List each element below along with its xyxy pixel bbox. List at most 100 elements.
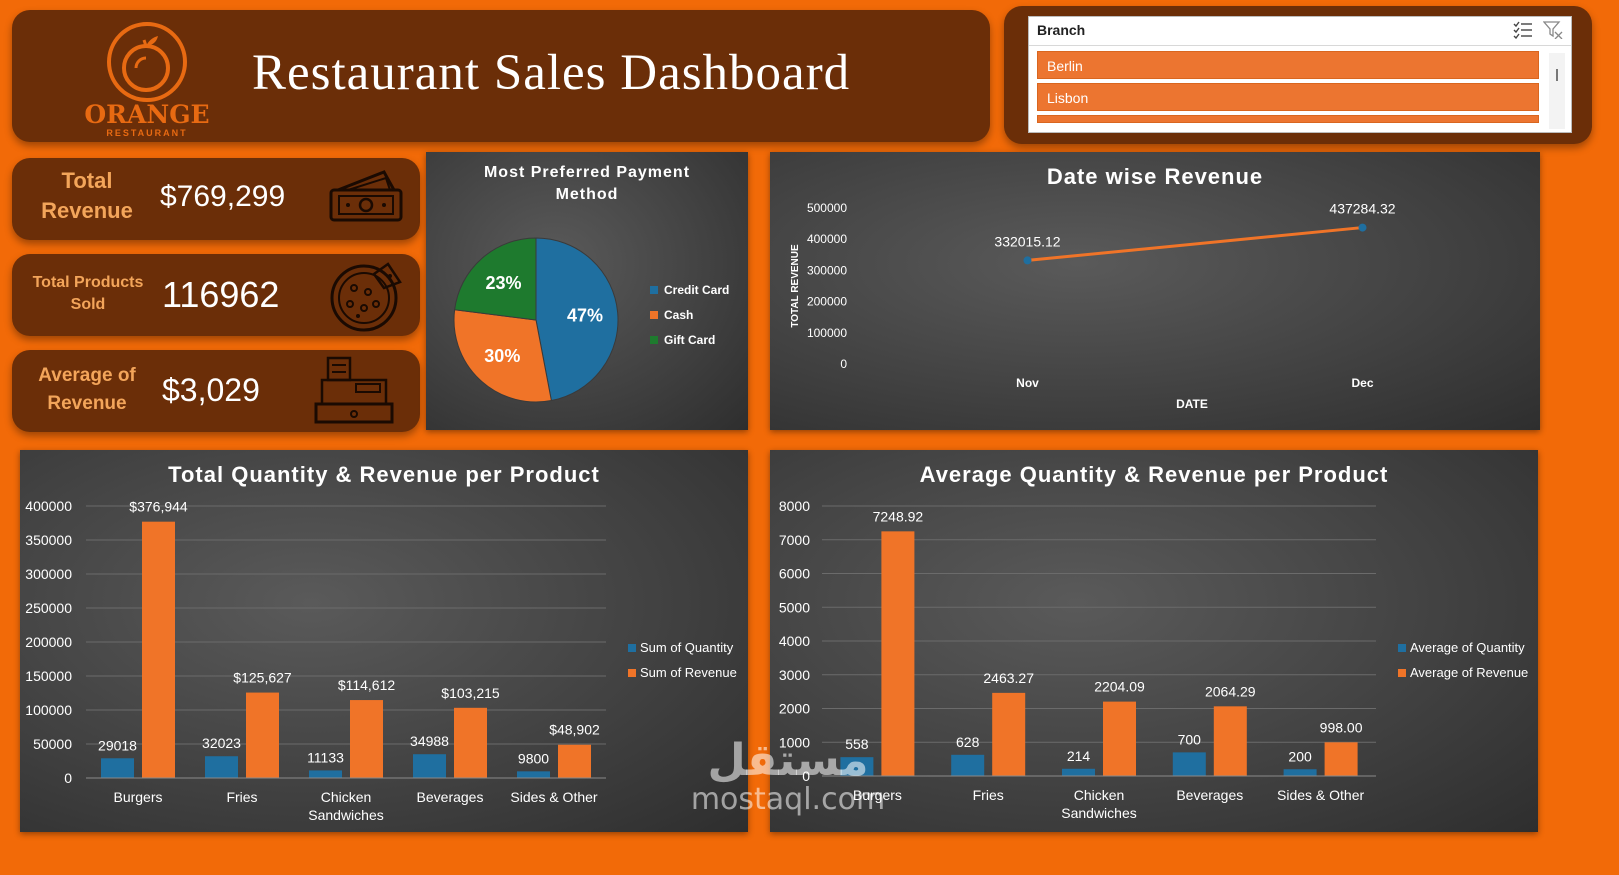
legend-label: Average of Quantity <box>1410 640 1525 655</box>
kpi-total-products: Total Products Sold 116962 <box>12 254 420 336</box>
pie-slice-cash <box>453 309 552 403</box>
bar-sum-of-revenue <box>246 692 279 778</box>
bar-data-label: 2204.09 <box>1094 679 1145 695</box>
pizza-icon <box>330 262 402 332</box>
chart-title: Total Quantity & Revenue per Product <box>168 462 600 487</box>
y-tick-label: 3000 <box>779 667 810 683</box>
bar-average-of-revenue <box>881 531 915 776</box>
legend-swatch <box>628 669 636 677</box>
chart-title: Most Preferred Payment Method <box>483 164 691 203</box>
y-tick-label: 150000 <box>25 668 72 684</box>
scrollbar-thumb[interactable] <box>1556 69 1558 81</box>
slicer-item-berlin[interactable]: Berlin <box>1037 51 1539 79</box>
bar-data-label: 32023 <box>202 735 241 751</box>
bar-average-of-revenue <box>1324 742 1358 776</box>
y-tick-label: 6000 <box>779 566 810 582</box>
line-point <box>1358 223 1367 232</box>
orange-logo-icon <box>107 22 187 102</box>
pie-data-label: 47% <box>567 305 603 325</box>
bar-plot: 0 1000 2000 3000 4000 5000 6000 7000 8000 558 7248… <box>779 498 1528 821</box>
legend-swatch <box>1398 669 1406 677</box>
y-tick-label: 200000 <box>807 295 847 309</box>
multi-select-icon[interactable] <box>1513 21 1533 39</box>
pie-plot: 47% 30% 23% Credit Card Cash Gift Card <box>453 237 729 403</box>
bar-data-label: $125,627 <box>233 670 292 686</box>
bar-average-of-revenue <box>992 692 1026 776</box>
x-tick-label: Chicken <box>1074 787 1125 803</box>
kpi-value: $3,029 <box>162 372 260 408</box>
y-tick-label: 7000 <box>779 532 810 548</box>
bar-data-label: $103,215 <box>441 685 500 701</box>
bar-data-label: 2463.27 <box>983 670 1034 686</box>
y-tick-label: 50000 <box>33 736 72 752</box>
bar-data-label: 11133 <box>307 749 344 765</box>
legend-label: Gift Card <box>664 333 715 347</box>
cash-icon <box>329 170 403 222</box>
y-tick-label: 5000 <box>779 599 810 615</box>
x-tick-label: Fries <box>226 789 257 805</box>
y-tick-label: 300000 <box>807 263 847 277</box>
x-tick-label: Sandwiches <box>308 807 384 823</box>
legend-label: Cash <box>664 308 693 322</box>
legend-swatch <box>650 311 658 319</box>
slicer-title: Branch <box>1037 22 1086 38</box>
bar-data-label: 998.00 <box>1320 719 1363 735</box>
x-tick-label: Beverages <box>1176 787 1243 803</box>
legend-swatch <box>1398 644 1406 652</box>
chart-title: Average Quantity & Revenue per Product <box>919 462 1389 487</box>
bar-data-label: 700 <box>1178 731 1202 747</box>
date-revenue-chart: Date wise Revenue 0 100000 200000 300000 400… <box>770 152 1540 430</box>
page-title: Restaurant Sales Dashboard <box>252 45 851 101</box>
line-data-label: 437284.32 <box>1329 201 1395 217</box>
bar-sum-of-revenue <box>558 744 591 778</box>
bar-data-label: 34988 <box>410 733 449 749</box>
pie-slice-gift-card <box>454 237 537 321</box>
kpi-value: $769,299 <box>160 180 286 213</box>
legend-swatch <box>628 644 636 652</box>
bar-sum-of-quantity <box>205 756 238 778</box>
line-point <box>1023 256 1032 265</box>
bar-average-of-revenue <box>1103 701 1136 776</box>
slicer-divider <box>1029 45 1571 46</box>
bar-data-label: 200 <box>1288 748 1312 764</box>
kpi-average-revenue: Average of Revenue $3,029 <box>12 350 420 432</box>
y-tick-label: 0 <box>840 357 847 371</box>
x-tick-label: Burgers <box>113 789 162 805</box>
x-tick-label: Beverages <box>417 789 484 805</box>
total-per-product-chart: Total Quantity & Revenue per Product 0 50… <box>20 450 748 832</box>
bar-data-label: 214 <box>1067 748 1091 764</box>
legend-swatch <box>650 286 658 294</box>
y-tick-label: 300000 <box>25 566 72 582</box>
y-tick-label: 1000 <box>779 734 810 750</box>
y-tick-label: 2000 <box>779 701 810 717</box>
branch-slicer[interactable]: Branch Berlin Lisbon <box>1028 16 1572 133</box>
payment-method-chart: Most Preferred Payment Method 47% 30% 23% … <box>426 152 748 430</box>
slicer-scrollbar[interactable] <box>1549 53 1565 129</box>
x-tick-label: Sandwiches <box>1061 805 1137 821</box>
revenue-line <box>1027 226 1363 262</box>
line-plot: 0 100000 200000 300000 400000 500000 TOTAL REV… <box>790 201 1396 411</box>
y-tick-label: 500000 <box>807 201 847 215</box>
legend-swatch <box>650 336 658 344</box>
slicer-item-partial[interactable] <box>1037 115 1539 123</box>
legend-label: Credit Card <box>664 283 729 297</box>
pie-slice-credit-card <box>535 237 619 402</box>
bar-sum-of-revenue <box>350 700 383 778</box>
legend-label: Sum of Quantity <box>640 640 734 655</box>
y-tick-label: 350000 <box>25 532 72 548</box>
bar-average-of-quantity <box>840 757 874 776</box>
bar-average-of-quantity <box>951 754 985 776</box>
x-tick-label: Sides & Other <box>510 789 597 805</box>
bar-average-of-quantity <box>1283 769 1317 776</box>
y-axis-label: TOTAL REVENUE <box>790 244 801 328</box>
clear-filter-icon[interactable] <box>1543 21 1563 39</box>
bar-data-label: 7248.92 <box>873 508 924 524</box>
y-tick-label: 100000 <box>25 702 72 718</box>
x-axis-label: DATE <box>1176 397 1208 411</box>
kpi-total-revenue: Total Revenue $769,299 <box>12 158 420 240</box>
slicer-item-lisbon[interactable]: Lisbon <box>1037 83 1539 111</box>
kpi-label: Average of Revenue <box>38 365 136 414</box>
x-tick-label: Dec <box>1351 376 1373 390</box>
x-tick-label: Chicken <box>321 789 372 805</box>
header-panel: ORANGE RESTAURANT Restaurant Sales Dashb… <box>12 10 990 142</box>
